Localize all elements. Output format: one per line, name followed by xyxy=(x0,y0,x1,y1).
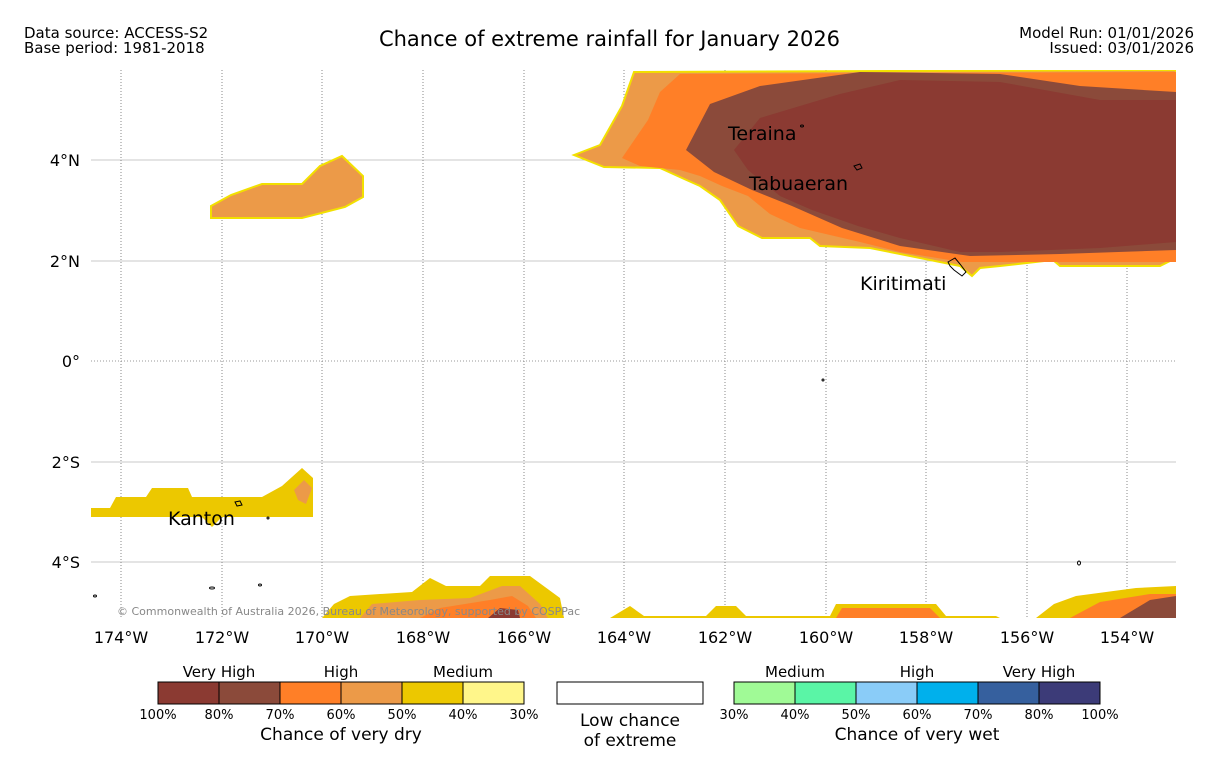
legend-wet: Medium High Very High 30% 40% 50% 60% 70… xyxy=(720,663,1119,745)
lon-label: 160°W xyxy=(799,628,854,647)
legend-dry-tick: 30% xyxy=(510,708,539,723)
legend-wet-tick: 100% xyxy=(1081,708,1118,723)
legend-wet-swatch-2 xyxy=(855,681,918,705)
legend-low-swatch xyxy=(556,681,704,705)
legend-wet-tick: 50% xyxy=(842,708,871,723)
lon-label: 162°W xyxy=(698,628,753,647)
lon-label: 166°W xyxy=(497,628,552,647)
legend-wet-tick: 70% xyxy=(964,708,993,723)
place-label-kanton: Kanton xyxy=(168,508,235,530)
map-area: Teraina Tabuaeran Kiritimati Kanton © Co… xyxy=(91,70,1176,618)
lon-label: 154°W xyxy=(1100,628,1155,647)
lon-label: 168°W xyxy=(396,628,451,647)
legend-wet-tick: 40% xyxy=(781,708,810,723)
lat-axis: 4°N 2°N 0° 2°S 4°S xyxy=(50,151,80,572)
lon-label: 174°W xyxy=(94,628,149,647)
legend-dry-group: High xyxy=(324,663,358,681)
legend-low: Low chance of extreme xyxy=(556,681,704,751)
island-outlines xyxy=(93,124,1081,598)
place-label-teraina: Teraina xyxy=(727,123,797,145)
legend-wet-swatch-3 xyxy=(916,681,979,705)
map-title: Chance of extreme rainfall for January 2… xyxy=(378,27,841,51)
lon-label: 170°W xyxy=(295,628,350,647)
legend-dry-group: Medium xyxy=(433,663,493,681)
legend-wet-group: Medium xyxy=(765,663,825,681)
legend-wet-swatch-5 xyxy=(1038,681,1101,705)
legend-dry-swatch-5 xyxy=(462,681,525,705)
model-run-text: Model Run: 01/01/2026 xyxy=(1019,24,1194,42)
legend-wet-tick: 60% xyxy=(903,708,932,723)
copyright-text: © Commonwealth of Australia 2026, Bureau… xyxy=(117,605,580,618)
lat-label: 2°S xyxy=(52,453,80,472)
legend-low-line1: Low chance xyxy=(580,711,680,731)
lat-label: 4°S xyxy=(52,553,80,572)
legend-dry-tick: 40% xyxy=(449,708,478,723)
legend-dry-swatch-4 xyxy=(401,681,464,705)
legend-wet-swatch-0 xyxy=(733,681,796,705)
data-source-text: Data source: ACCESS-S2 xyxy=(24,24,209,42)
base-period-text: Base period: 1981-2018 xyxy=(24,39,205,57)
legend-dry-tick: 100% xyxy=(139,708,176,723)
lon-label: 156°W xyxy=(1000,628,1055,647)
legend-dry-swatch-1 xyxy=(218,681,281,705)
legend-wet-swatch-1 xyxy=(794,681,857,705)
dry-region-southwest xyxy=(91,468,313,527)
dry-region-northwest xyxy=(210,154,364,219)
legend-dry-swatch-2 xyxy=(279,681,342,705)
legend-low-line2: of extreme xyxy=(584,731,677,751)
legend-dry-tick: 50% xyxy=(388,708,417,723)
legend-dry-caption: Chance of very dry xyxy=(260,725,422,745)
dry-region-northeast xyxy=(571,70,1176,278)
lon-label: 164°W xyxy=(597,628,652,647)
legend-wet-group: Very High xyxy=(1003,663,1076,681)
legend-dry-group: Very High xyxy=(183,663,256,681)
place-label-kiritimati: Kiritimati xyxy=(860,273,946,295)
legend-wet-tick: 80% xyxy=(1025,708,1054,723)
lat-label: 4°N xyxy=(50,151,80,170)
place-label-tabuaeran: Tabuaeran xyxy=(748,173,848,195)
legend-dry-swatch-3 xyxy=(340,681,403,705)
lat-label: 2°N xyxy=(50,252,80,271)
legend-dry-tick: 60% xyxy=(327,708,356,723)
lon-label: 158°W xyxy=(899,628,954,647)
legend-wet-swatch-4 xyxy=(977,681,1040,705)
issued-text: Issued: 03/01/2026 xyxy=(1049,39,1194,57)
legend-wet-group: High xyxy=(900,663,934,681)
lon-axis: 174°W 172°W 170°W 168°W 166°W 164°W 162°… xyxy=(94,628,1155,647)
legend-dry-tick: 80% xyxy=(205,708,234,723)
legend-wet-tick: 30% xyxy=(720,708,749,723)
grid-lon xyxy=(120,70,1128,618)
legend-wet-caption: Chance of very wet xyxy=(835,725,1000,745)
lon-label: 172°W xyxy=(195,628,250,647)
legend-dry-swatch-0 xyxy=(157,681,220,705)
legend-dry-tick: 70% xyxy=(266,708,295,723)
dry-region-south xyxy=(322,576,1176,618)
legend-dry: Very High High Medium 100% 80% 70% 60% 5… xyxy=(139,663,538,745)
lat-label: 0° xyxy=(62,352,80,371)
